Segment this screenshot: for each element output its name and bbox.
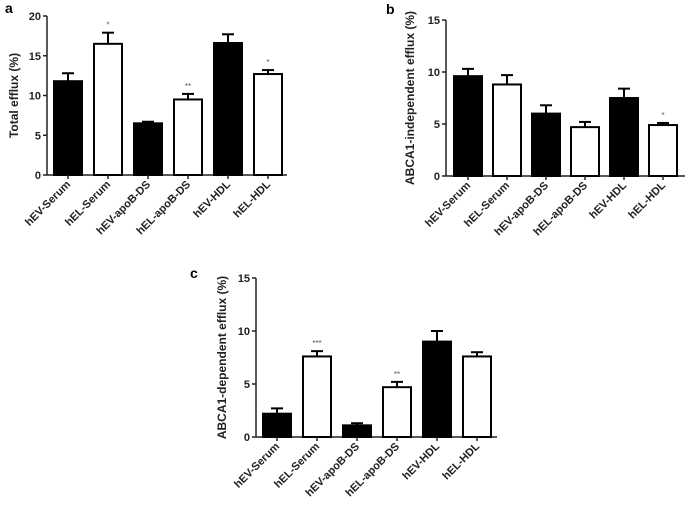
y-axis-label: ABCA1-dependent efflux (%): [215, 276, 229, 439]
bar: [253, 73, 283, 176]
y-tick-label: 15: [238, 273, 250, 285]
bar: [342, 424, 372, 438]
x-tick-label: hEL-HDL: [440, 440, 482, 482]
significance-marker: *: [106, 21, 109, 30]
bar: [382, 386, 412, 438]
bar: [453, 75, 483, 177]
y-tick-label: 0: [434, 171, 440, 183]
significance-marker: *: [266, 58, 269, 67]
significance-marker: **: [185, 82, 191, 91]
y-tick-label: 10: [238, 326, 250, 338]
bar: [570, 126, 600, 178]
significance-marker: **: [394, 370, 400, 379]
bar: [648, 124, 678, 177]
y-tick-label: 5: [434, 119, 440, 131]
significance-marker: *: [661, 111, 664, 120]
y-tick-label: 15: [428, 15, 440, 27]
x-tick-label: hEL-HDL: [626, 179, 668, 221]
bar: [462, 355, 492, 438]
y-tick-label: 10: [428, 67, 440, 79]
x-tick-label: hEL-HDL: [231, 178, 273, 220]
panel-label: a: [5, 0, 13, 16]
y-tick-label: 5: [244, 379, 250, 391]
bar: [422, 340, 452, 439]
panel-label: b: [386, 1, 395, 17]
y-tick-label: 5: [35, 130, 41, 142]
y-axis-label: Total efflux (%): [7, 53, 21, 138]
bar: [531, 112, 561, 177]
y-tick-label: 0: [244, 432, 250, 444]
x-tick-label: hEV-HDL: [191, 178, 233, 220]
bar: [53, 80, 83, 176]
bar: [133, 122, 163, 176]
y-tick-label: 15: [29, 51, 41, 63]
bar: [213, 42, 243, 176]
bar: [173, 98, 203, 176]
y-axis-label: ABCA1-independent efflux (%): [403, 11, 417, 185]
x-tick-label: hEV-HDL: [400, 440, 442, 482]
significance-marker: ***: [312, 339, 321, 348]
bar: [302, 355, 332, 438]
bar: [93, 42, 123, 177]
bar: [262, 412, 292, 438]
bar: [609, 97, 639, 177]
x-tick-label: hEV-HDL: [587, 179, 629, 221]
y-tick-label: 0: [35, 170, 41, 182]
panel-label: c: [190, 265, 198, 281]
y-tick-label: 20: [29, 11, 41, 23]
bar: [492, 83, 522, 177]
y-tick-label: 10: [29, 91, 41, 103]
